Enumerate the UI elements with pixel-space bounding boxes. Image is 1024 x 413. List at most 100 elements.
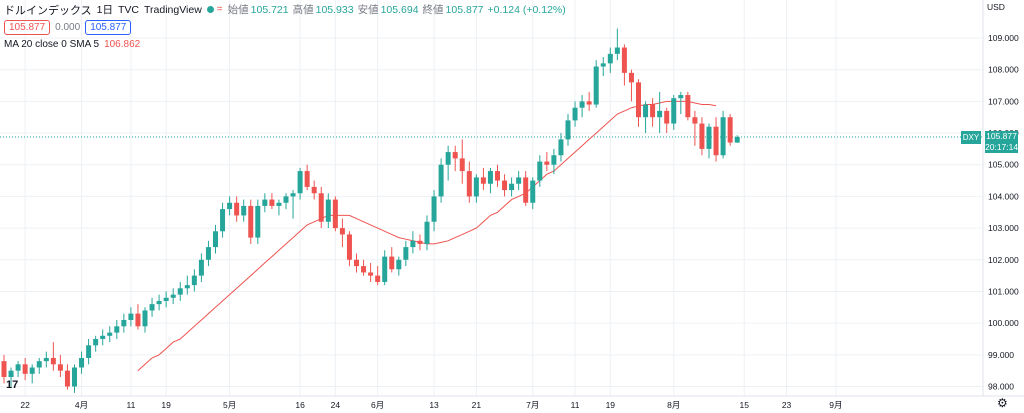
candle-down [628,72,634,83]
candle-down [664,110,670,124]
candle-down [636,82,641,118]
candle-up [551,155,557,165]
candle-down [332,199,338,229]
x-tick-label: 7月 [526,400,539,410]
candle-up [15,364,21,371]
y-tick-label: 101.000 [988,286,1019,296]
candle-up [8,370,14,377]
candle-down [354,259,359,267]
candle-up [720,117,726,156]
candle-up [276,202,282,206]
legend-title-row: ドルインデックス 1日 TVC TradingView = 始値 105.721 … [4,2,570,17]
bar-countdown: 20:17:14 [985,141,1019,152]
chart-legend: ドルインデックス 1日 TVC TradingView = 始値 105.721 … [4,2,570,52]
equal-icon: = [216,4,223,15]
candle-up [156,300,162,305]
candle-up [170,294,176,298]
tradingview-logo[interactable]: 17 [6,379,19,391]
currency-label: USD [987,2,1005,12]
indicator-row[interactable]: MA 20 close 0 SMA 5 106.862 [4,37,570,52]
x-tick-label: 6月 [371,400,384,410]
spread-value: 0.000 [55,22,81,33]
candle-down [417,240,423,244]
candle-up [657,110,663,118]
candle-up [600,63,606,67]
x-tick-label: 8月 [667,400,680,410]
candle-up [516,177,522,184]
candle-up [671,98,677,124]
candle-down [135,313,141,327]
y-tick-label: 109.000 [988,33,1019,43]
candle-down [495,171,500,181]
y-tick-label: 102.000 [988,255,1019,265]
x-tick-label: 24 [331,400,341,410]
candle-up [530,180,536,203]
low-label: 安値 [357,4,379,16]
high-value: 105.933 [315,3,354,16]
candles [1,28,740,393]
candle-up [734,136,740,143]
candle-up [614,47,620,54]
candle-up [100,335,106,339]
last-price-tag: 105.877 20:17:14 [985,131,1018,153]
x-tick-label: 13 [429,400,439,410]
candle-down [713,126,719,156]
candle-up [297,171,303,194]
close-label: 終値 [422,4,444,16]
candle-up [79,357,85,368]
candle-up [607,53,613,64]
y-tick-label: 100.000 [988,318,1019,328]
x-axis-ticks: 22 4月 11 19 5月 16 24 6月 13 21 7月 11 19 8月 15 23 9月 [20,400,842,410]
last-price-value: 105.877 [986,131,1017,141]
candle-down [699,123,705,149]
candle-up [107,332,113,336]
ma-indicator-label[interactable]: MA 20 close 0 SMA 5 [4,39,100,50]
buy-price-button[interactable]: 105.877 [85,20,132,35]
x-tick-label: 11 [571,400,580,410]
candle-up [36,361,42,368]
candle-down [1,361,7,377]
candle-up [93,338,99,346]
candle-up [290,193,296,197]
candle-up [241,205,247,216]
low-value: 105.694 [380,3,419,16]
source-label: TradingView [144,3,202,16]
x-tick-label: 23 [782,400,792,410]
candle-up [142,310,148,327]
candle-down [22,364,28,374]
candle-down [452,152,458,159]
candle-up [403,247,409,260]
interval-label[interactable]: 1日 [96,4,114,16]
candle-up [473,177,479,197]
candle-down [523,177,529,203]
candle-up [191,275,197,286]
horizontal-gridlines [0,37,983,387]
candle-up [227,202,233,210]
symbol-name[interactable]: ドルインデックス [4,4,92,17]
candle-down [544,161,550,165]
candle-down [621,47,627,73]
candle-up [431,196,437,222]
candle-down [459,158,465,172]
bid-ask-row: 105.877 0.000 105.877 [4,20,570,35]
gear-icon[interactable]: ⚙ [997,396,1008,410]
x-tick-label: 11 [126,400,135,410]
candle-down [480,177,486,184]
market-status-icon [206,6,214,13]
y-tick-label: 98.000 [988,381,1014,391]
candle-up [255,205,261,238]
candle-down [234,202,240,216]
sell-price-button[interactable]: 105.877 [4,20,51,35]
x-tick-label: 19 [161,400,171,410]
x-tick-label: 22 [20,400,30,410]
candle-up [163,297,169,301]
symbol-tag: DXY [961,131,981,144]
change-value: +0.124 (+0.12%) [487,3,566,16]
candle-up [487,171,493,184]
candle-up [86,345,92,358]
candle-down [339,228,345,235]
candle-down [346,234,352,260]
x-tick-label: 16 [295,400,305,410]
candle-up [325,199,331,222]
